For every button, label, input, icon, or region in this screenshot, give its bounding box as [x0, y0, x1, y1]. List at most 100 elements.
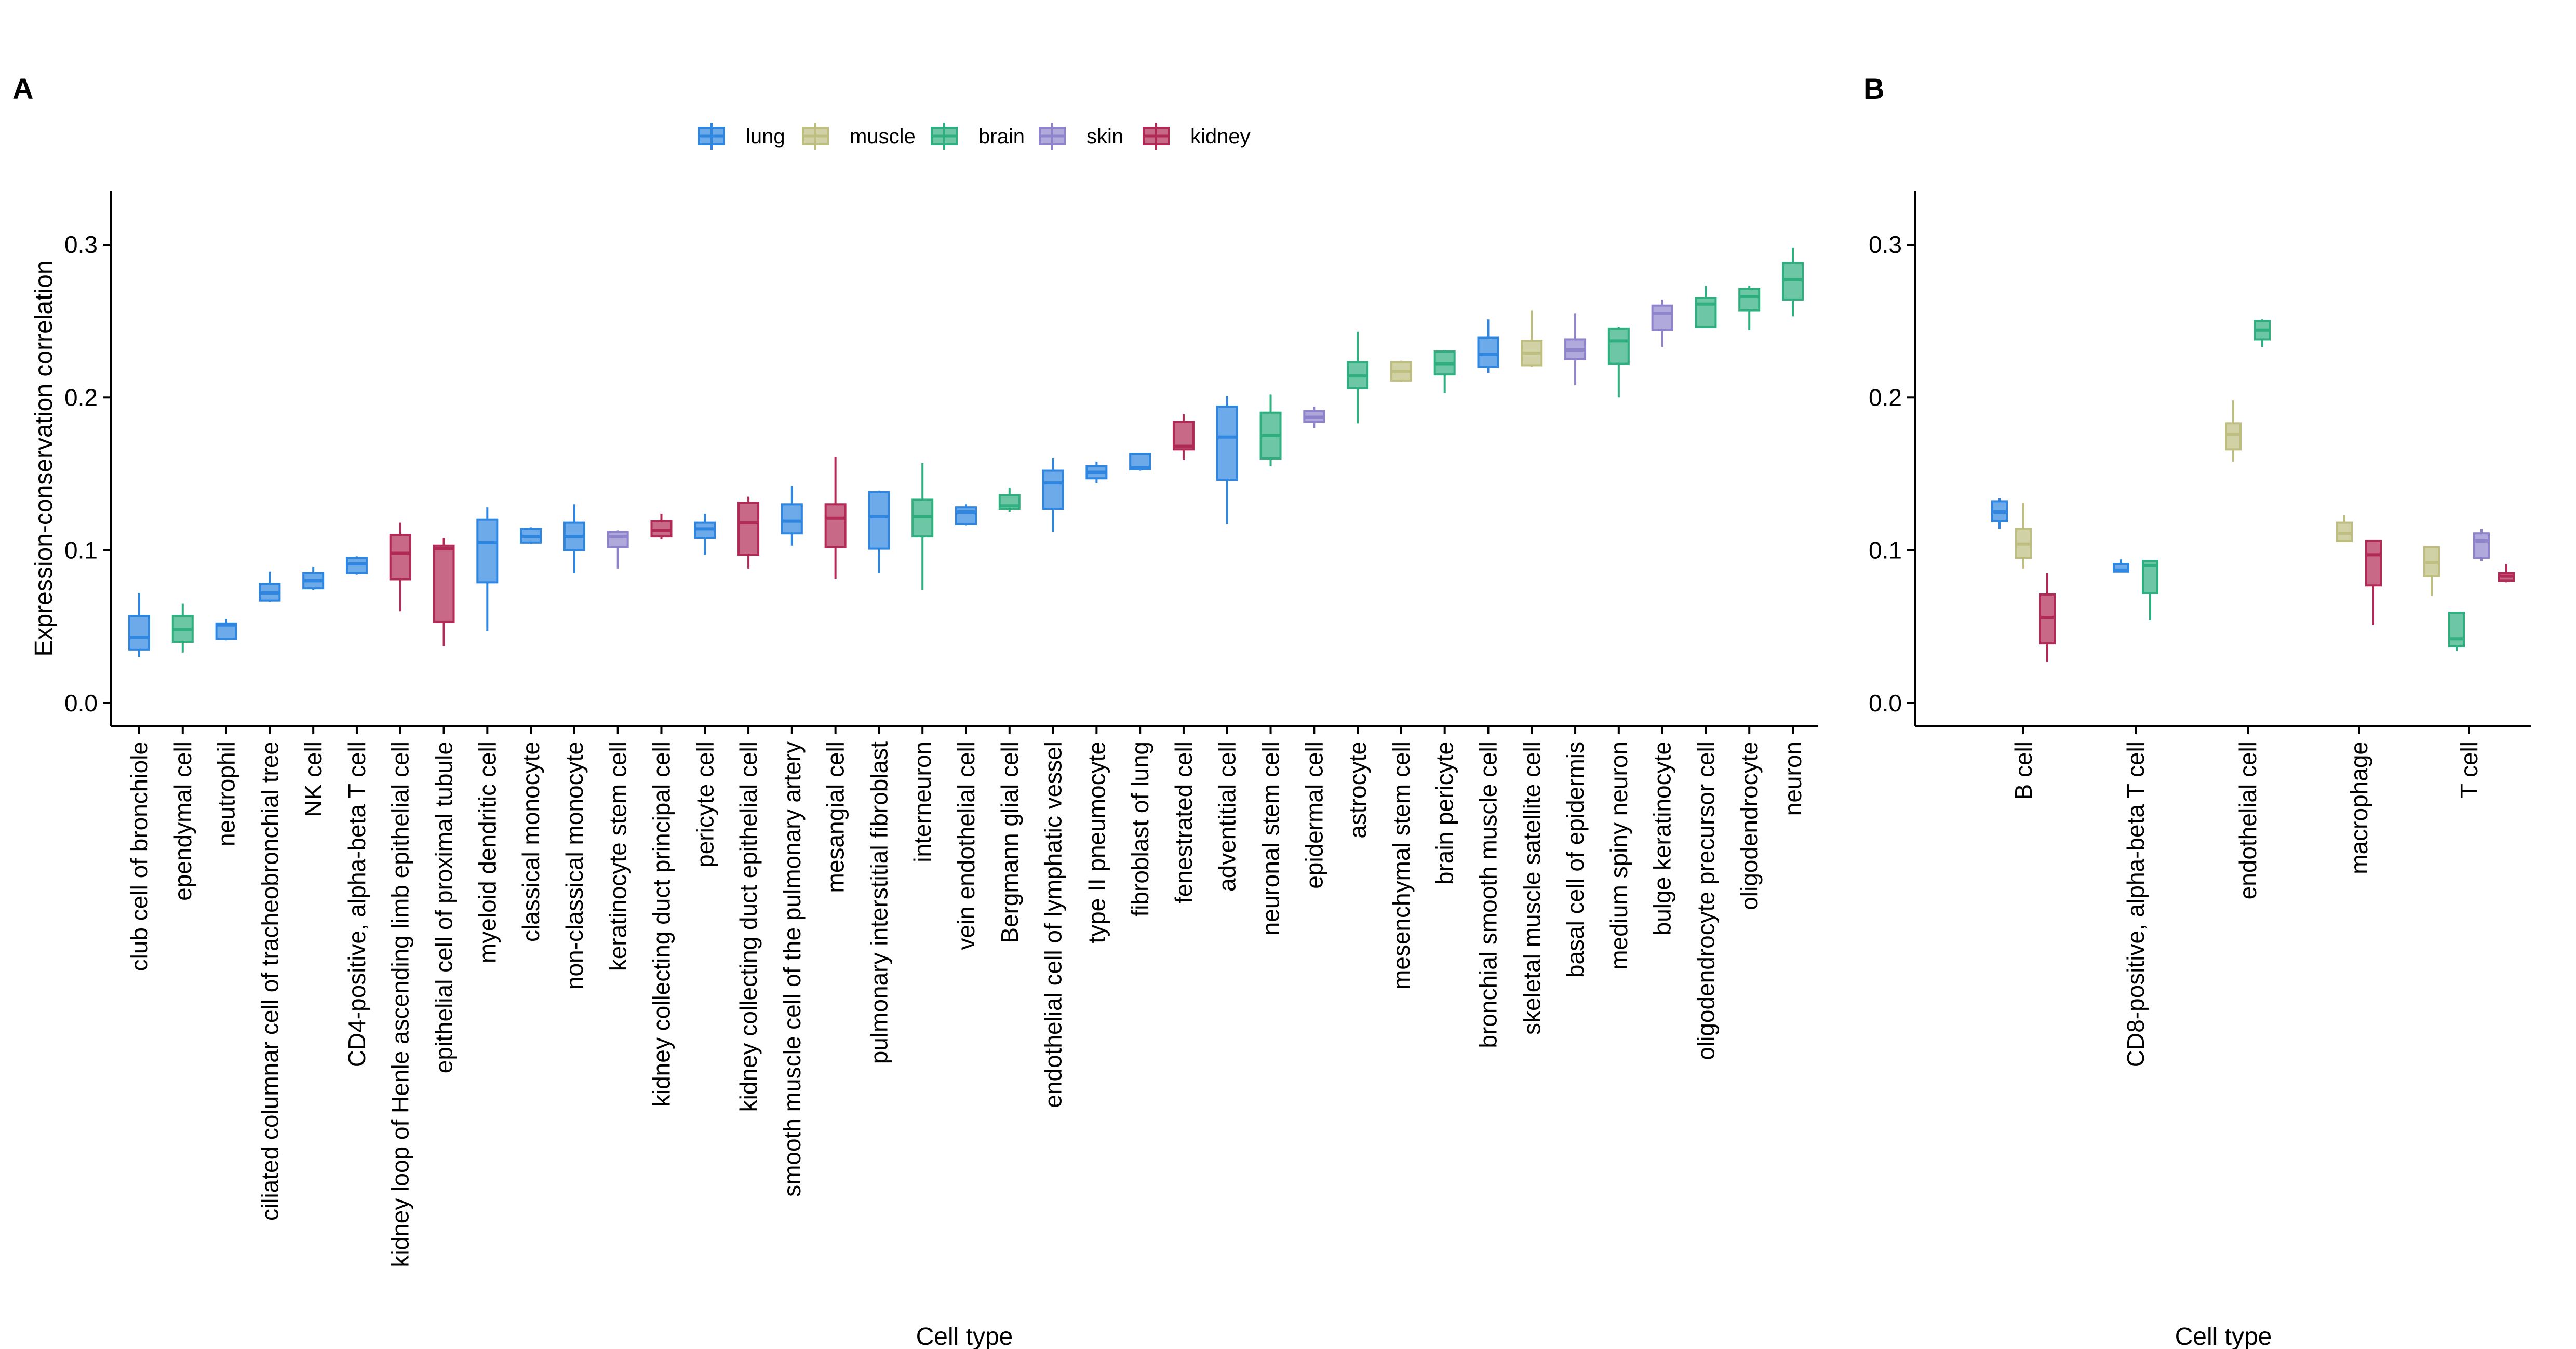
box-adventitial-cell [1216, 396, 1238, 524]
box-cd4-positive-alpha-beta-t-cell [345, 556, 368, 575]
box-epithelial-cell-of-proximal-tubule-iqr-box [433, 544, 455, 623]
box-b-cell-kidney [2039, 573, 2056, 662]
panel-a-category-label-mesangial-cell: mesangial cell [822, 741, 849, 893]
panel-a-category-label-basal-cell-of-epidermis: basal cell of epidermis [1562, 741, 1589, 978]
panel-a-category-label-mesenchymal-stem-cell: mesenchymal stem cell [1388, 741, 1415, 990]
box-kidney-collecting-duct-principal-cell [650, 513, 673, 539]
box-type-ii-pneumocyte [1085, 461, 1108, 483]
panel-a-category-label-ependymal-cell: ependymal cell [169, 741, 196, 901]
panel-a-category-label-epithelial-cell-of-proximal-tubule: epithelial cell of proximal tubule [431, 741, 458, 1073]
panel-a-category-label-pulmonary-interstitial-fibroblast: pulmonary interstitial fibroblast [865, 741, 892, 1064]
panel-b-plot: 0.0 0.1 0.2 0.3 B cell CD8-positive, alpha-be… [1869, 191, 2531, 1349]
panel-a-category-label-myeloid-dendritic-cell: myeloid dendritic cell [474, 741, 501, 963]
panel-a-y-tick-label: 0.3 [64, 231, 98, 258]
box-epithelial-cell-of-proximal-tubule [433, 538, 455, 646]
legend-item-lung: lung [698, 123, 785, 150]
box-b-cell-lung [1991, 498, 2008, 529]
box-bulge-keratinocyte-iqr-box [1651, 304, 1673, 331]
panel-a-category-label-vein-endothelial-cell: vein endothelial cell [952, 741, 980, 950]
box-kidney-collecting-duct-epithelial-cell [737, 496, 760, 569]
panel-a-category-label-neuronal-stem-cell: neuronal stem cell [1257, 741, 1284, 935]
box-smooth-muscle-cell-of-the-pulmonary-artery [781, 485, 803, 546]
box-t-cell-brain [2448, 612, 2465, 651]
box-adventitial-cell-iqr-box [1216, 405, 1238, 481]
box-medium-spiny-neuron [1607, 327, 1630, 398]
panel-a-category-label-nk-cell: NK cell [300, 741, 327, 817]
box-fenestrated-cell [1172, 414, 1195, 460]
box-kidney-loop-of-henle-ascending-limb-epithelial-cell [389, 522, 411, 612]
box-kidney-loop-of-henle-ascending-limb-epithelial-cell-iqr-box [389, 534, 411, 581]
panel-a-category-label-interneuron: interneuron [909, 741, 936, 862]
panel-a-category-label-cd4-positive-alpha-beta-t-cell: CD4-positive, alpha-beta T cell [343, 741, 370, 1067]
box-bronchial-smooth-muscle-cell [1477, 319, 1499, 373]
box-mesenchymal-stem-cell [1390, 360, 1412, 382]
legend-item-muscle: muscle [802, 123, 916, 150]
box-vein-endothelial-cell [955, 504, 977, 526]
box-cd8-positive-alpha-beta-t-cell-lung [2113, 559, 2129, 573]
box-mesangial-cell-iqr-box [824, 503, 847, 548]
box-t-cell-skin-iqr-box [2473, 532, 2490, 559]
panel-b-category-label-endothelial-cell: endothelial cell [2234, 741, 2261, 899]
panel-a-category-label-club-cell-of-bronchiole: club cell of bronchiole [126, 741, 153, 971]
legend-item-skin: skin [1039, 123, 1123, 150]
panel-b-letter: B [1863, 72, 1884, 105]
panel-a-category-label-neuron: neuron [1779, 741, 1806, 816]
box-neuron [1782, 247, 1804, 317]
box-keratinocyte-stem-cell [607, 530, 629, 569]
panel-b-category-label-cd8-positive-alpha-beta-t-cell: CD8-positive, alpha-beta T cell [2122, 741, 2149, 1067]
box-oligodendrocyte-precursor-cell [1695, 286, 1717, 328]
panel-b-y-tick-label: 0.3 [1869, 231, 1902, 258]
box-kidney-collecting-duct-epithelial-cell-iqr-box [737, 502, 760, 556]
legend-label-muscle: muscle [850, 125, 916, 148]
panel-a-category-label-kidney-collecting-duct-principal-cell: kidney collecting duct principal cell [648, 741, 675, 1107]
box-ciliated-columnar-cell-of-tracheobronchial-tree [259, 571, 281, 602]
box-neutrophil [215, 619, 237, 641]
panel-a-category-label-adventitial-cell: adventitial cell [1214, 741, 1241, 892]
panel-a-y-tick-label: 0.1 [64, 537, 98, 564]
box-pulmonary-interstitial-fibroblast [868, 490, 890, 573]
panel-a-category-label-non-classical-monocyte: non-classical monocyte [561, 741, 588, 990]
box-t-cell-brain-iqr-box [2448, 612, 2465, 647]
box-interneuron [911, 463, 934, 590]
panel-a-category-label-ciliated-columnar-cell-of-tracheobronchial-tree: ciliated columnar cell of tracheobronchi… [256, 741, 283, 1221]
legend-label-kidney: kidney [1190, 125, 1251, 148]
panel-a-category-label-bulge-keratinocyte: bulge keratinocyte [1649, 741, 1676, 935]
panel-a-category-label-astrocyte: astrocyte [1344, 741, 1371, 839]
panel-a-axes: 0.0 0.1 0.2 0.3 club cell of bronchiole epend… [64, 191, 1818, 1267]
panel-a-category-label-classical-monocyte: classical monocyte [517, 741, 544, 942]
panel-a-category-label-oligodendrocyte: oligodendrocyte [1736, 741, 1763, 910]
panel-a-category-label-oligodendrocyte-precursor-cell: oligodendrocyte precursor cell [1692, 741, 1719, 1060]
panel-a-category-label-neutrophil: neutrophil [213, 741, 240, 846]
panel-a-letter: A [12, 72, 33, 105]
box-cd8-positive-alpha-beta-t-cell-brain [2142, 560, 2158, 620]
box-brain-pericyte [1433, 350, 1456, 393]
box-endothelial-cell-brain [2254, 319, 2271, 347]
panel-b-y-tick-label: 0.2 [1869, 384, 1902, 411]
panel-a-category-label-type-ii-pneumocyte: type II pneumocyte [1083, 741, 1110, 943]
box-endothelial-cell-of-lymphatic-vessel-iqr-box [1042, 469, 1064, 510]
box-macrophage-kidney [2365, 539, 2382, 625]
box-endothelial-cell-muscle [2225, 400, 2242, 462]
panel-a-category-label-fibroblast-of-lung: fibroblast of lung [1126, 741, 1153, 917]
legend-label-skin: skin [1086, 125, 1123, 148]
box-bronchial-smooth-muscle-cell-iqr-box [1477, 336, 1499, 368]
panel-b-category-label-t-cell: T cell [2456, 741, 2483, 798]
panel-a-category-label-kidney-loop-of-henle-ascending-limb-epithelial-cell: kidney loop of Henle ascending limb epit… [387, 741, 414, 1267]
legend-item-kidney: kidney [1143, 123, 1251, 150]
panel-a-category-label-keratinocyte-stem-cell: keratinocyte stem cell [605, 741, 632, 971]
box-myeloid-dendritic-cell [476, 507, 499, 631]
box-pericyte-cell [694, 513, 716, 555]
panel-b-axes: 0.0 0.1 0.2 0.3 B cell CD8-positive, alpha-be… [1869, 191, 2531, 1067]
box-club-cell-of-bronchiole-iqr-box [128, 615, 150, 651]
panel-a-category-label-fenestrated-cell: fenestrated cell [1170, 741, 1197, 903]
panel-a-y-tick-label: 0.0 [64, 690, 98, 717]
box-basal-cell-of-epidermis [1564, 313, 1587, 385]
box-medium-spiny-neuron-iqr-box [1607, 327, 1630, 365]
box-bulge-keratinocyte [1651, 299, 1673, 347]
box-macrophage-kidney-iqr-box [2365, 539, 2382, 587]
box-oligodendrocyte [1738, 286, 1761, 330]
box-endothelial-cell-of-lymphatic-vessel [1042, 458, 1064, 532]
box-neuronal-stem-cell [1259, 394, 1282, 466]
